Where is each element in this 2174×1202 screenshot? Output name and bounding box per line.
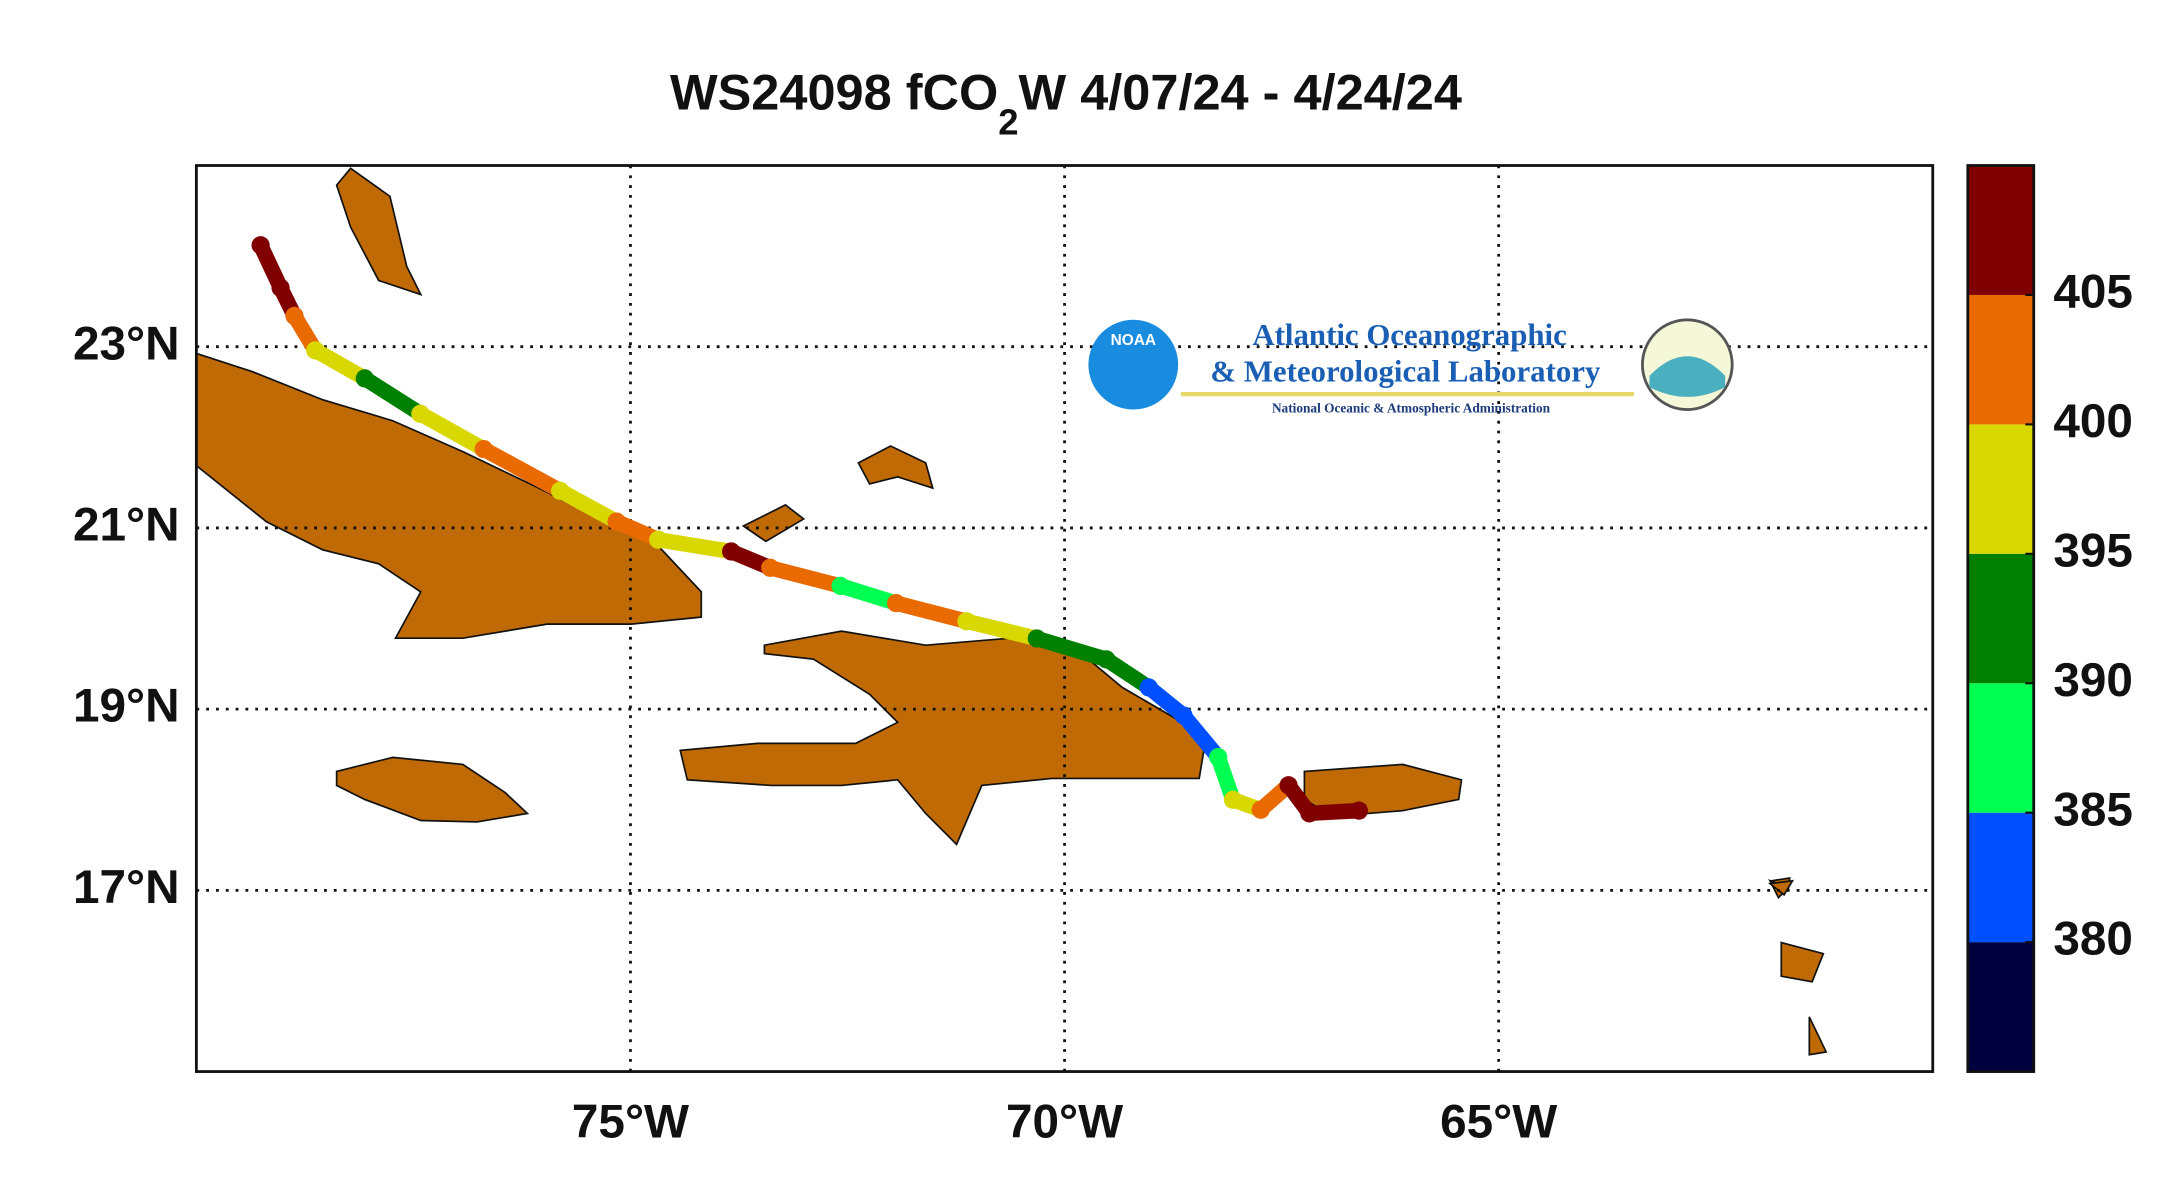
logo-line: National Oceanic & Atmospheric Administr… — [1272, 400, 1551, 415]
guadeloupe — [1780, 941, 1825, 983]
andros — [335, 167, 423, 296]
track-point — [1251, 800, 1270, 819]
colorbar-tick-label: 405 — [2053, 266, 2133, 319]
map-area — [195, 165, 1933, 1072]
map-frame — [194, 164, 1935, 1073]
title-text: W 4/07/24 - 4/24/24 — [1019, 63, 1462, 120]
caicos — [857, 445, 934, 490]
jamaica — [335, 756, 530, 823]
track-point — [831, 576, 850, 596]
aoml-seal-wave — [1649, 356, 1726, 397]
track-point — [957, 612, 976, 631]
colorbar-tick-label: 390 — [2053, 654, 2133, 707]
track-point — [251, 236, 270, 255]
track-point — [607, 512, 626, 531]
x-tick-label: 70°W — [1006, 1095, 1123, 1148]
colorbar-bin — [1967, 424, 2034, 554]
track-segment — [762, 560, 849, 594]
track-segment — [412, 406, 492, 457]
x-tick-label: 75°W — [572, 1095, 689, 1148]
y-tick-label: 17°N — [73, 861, 180, 914]
colorbar-bin — [1967, 553, 2034, 684]
track-segment — [552, 483, 625, 530]
track-point — [474, 439, 493, 459]
colorbar-bin — [1967, 683, 2034, 813]
inagua — [741, 503, 806, 543]
x-tick-label: 65°W — [1440, 1095, 1557, 1148]
colorbar-tick-label: 395 — [2053, 524, 2133, 577]
colorbar-bin — [1967, 942, 2034, 1072]
colorbar-bin — [1967, 294, 2034, 425]
land — [195, 167, 1828, 1056]
track-point — [1223, 790, 1243, 809]
track-point — [551, 481, 570, 500]
track-point — [1209, 748, 1228, 767]
colorbar-tick-label: 385 — [2053, 783, 2133, 836]
cuba — [195, 352, 703, 640]
noaa-badge — [1088, 319, 1179, 410]
logo-line: Atlantic Oceanographic — [1252, 318, 1566, 352]
track-point — [1279, 776, 1298, 795]
noaa-badge-text: NOAA — [1111, 332, 1156, 349]
y-tick-label: 21°N — [73, 499, 180, 552]
track-point — [1300, 804, 1319, 823]
track-point — [285, 306, 304, 326]
colorbar-tick-label: 380 — [2053, 913, 2133, 966]
y-tick-label: 19°N — [73, 680, 180, 733]
title-subscript: 2 — [998, 102, 1018, 143]
track-point — [411, 404, 430, 423]
track-segment — [832, 578, 904, 611]
logo-line: & Meteorological Laboratory — [1210, 354, 1601, 388]
colorbar-tick-label: 400 — [2053, 395, 2133, 448]
track-point — [271, 278, 290, 297]
track-segment — [357, 370, 429, 422]
colorbar-bin — [1967, 812, 2034, 943]
track-segment — [307, 342, 373, 387]
track-point — [355, 369, 374, 388]
track-point — [306, 341, 325, 360]
track-segment — [888, 595, 975, 629]
track-segment — [650, 531, 739, 560]
track-point — [1027, 629, 1046, 648]
track-segment — [476, 441, 568, 499]
track-point — [649, 530, 668, 549]
title-text: WS24098 fCO — [670, 63, 998, 120]
colorbar-bin — [1967, 165, 2034, 295]
logo: NOAA Atlantic Oceanographic & Meteorolog… — [1088, 318, 1734, 415]
title: WS24098 fCO2W 4/07/24 - 4/24/24 — [670, 63, 1462, 142]
track-point — [1174, 706, 1193, 725]
track-point — [761, 558, 780, 577]
track-point — [722, 542, 741, 561]
track-segment — [1029, 630, 1114, 668]
dominica — [1808, 1016, 1828, 1056]
track-point — [1349, 801, 1368, 820]
y-tick-label: 23°N — [73, 317, 180, 370]
track-point — [1097, 650, 1116, 669]
track-point — [887, 594, 906, 613]
colorbar-frame — [1966, 164, 2036, 1073]
track-segment — [958, 613, 1045, 647]
track-point — [1139, 678, 1158, 697]
